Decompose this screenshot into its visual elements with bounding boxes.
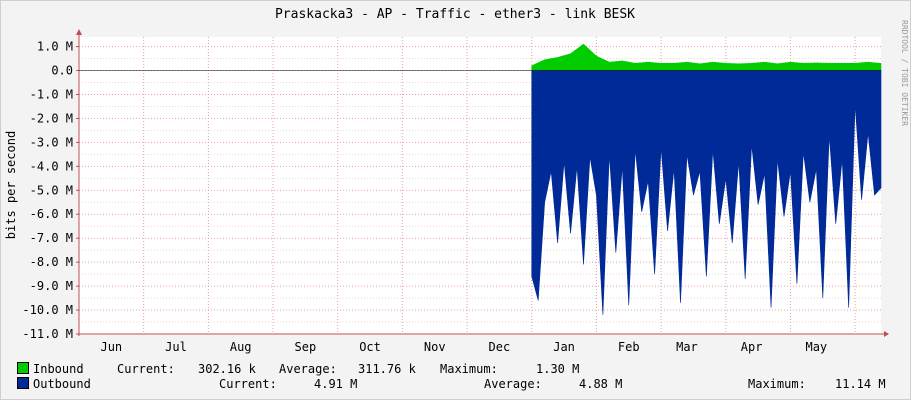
x-tick-label: Oct (359, 340, 381, 354)
y-tick-label: -5.0 M (30, 183, 73, 197)
watermark: RRDTOOL / TOBI OETIKER (900, 20, 909, 126)
x-tick-label: Mar (676, 340, 698, 354)
y-tick-label: -3.0 M (30, 135, 73, 149)
x-axis-arrow (884, 331, 889, 337)
y-tick-label: -1.0 M (30, 87, 73, 101)
y-axis-label: bits per second (4, 131, 18, 239)
x-tick-label: Jun (100, 340, 122, 354)
x-tick-label: Nov (424, 340, 446, 354)
x-tick-label: Aug (230, 340, 252, 354)
x-tick-label: Feb (618, 340, 640, 354)
x-tick-label: Jul (165, 340, 187, 354)
x-tick-label: Sep (295, 340, 317, 354)
y-tick-label: -9.0 M (30, 279, 73, 293)
x-tick-label: Apr (741, 340, 763, 354)
y-tick-label: -10.0 M (22, 303, 73, 317)
y-tick-label: 0.0 (51, 64, 73, 78)
y-tick-label: -8.0 M (30, 255, 73, 269)
y-tick-label: -4.0 M (30, 159, 73, 173)
y-tick-label: 1.0 M (37, 40, 73, 54)
chart-title: Praskacka3 - AP - Traffic - ether3 - lin… (275, 7, 635, 22)
y-tick-label: -2.0 M (30, 111, 73, 125)
y-tick-label: -7.0 M (30, 231, 73, 245)
x-tick-label: Dec (489, 340, 511, 354)
x-tick-label: Jan (553, 340, 575, 354)
axes: 1.0 M 0.0 -1.0 M -2.0 M -3.0 M -4.0 M -5.0 M -6… (22, 29, 889, 354)
y-tick-label: -11.0 M (22, 327, 73, 341)
series-area-inbound (531, 43, 882, 71)
x-tick-label: May (805, 340, 827, 354)
y-tick-label: -6.0 M (30, 207, 73, 221)
y-axis-arrow (76, 29, 82, 35)
series-layer (531, 43, 882, 315)
series-area-outbound (531, 70, 882, 315)
